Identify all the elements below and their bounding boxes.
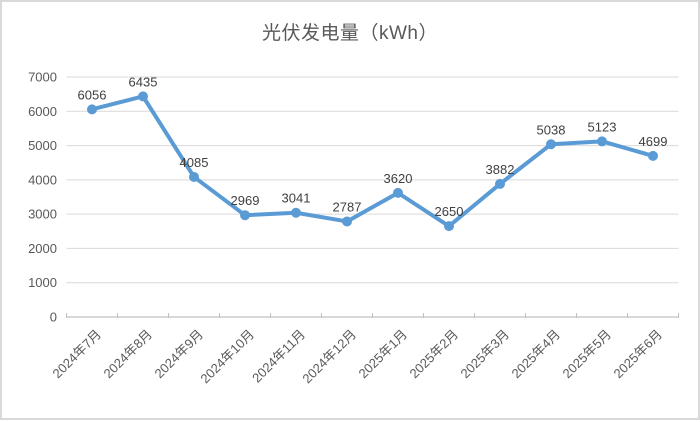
y-axis-tick-label: 7000 xyxy=(28,70,57,85)
y-axis-tick-label: 4000 xyxy=(28,172,57,187)
x-axis-category-label: 2025年2月 xyxy=(407,327,462,382)
data-point-marker xyxy=(291,207,301,218)
data-point-marker xyxy=(240,210,250,221)
y-axis-tick-label: 6000 xyxy=(28,104,57,119)
data-point-label: 2787 xyxy=(333,199,362,214)
data-point-marker xyxy=(648,150,658,161)
data-point-marker xyxy=(87,104,97,115)
data-point-label: 5123 xyxy=(588,119,617,134)
y-axis-tick-label: 1000 xyxy=(28,275,57,290)
data-point-label: 4699 xyxy=(639,134,668,149)
x-axis-category-label: 2025年6月 xyxy=(611,327,666,382)
data-point-marker xyxy=(495,178,505,189)
series-line xyxy=(90,94,655,229)
data-point-marker xyxy=(393,187,403,198)
x-axis-category-label: 2025年3月 xyxy=(458,327,513,382)
x-axis-category-label: 2024年8月 xyxy=(101,327,156,382)
y-axis-tick-label: 2000 xyxy=(28,241,57,256)
data-point-label: 3620 xyxy=(384,171,413,186)
data-point-marker xyxy=(546,139,556,150)
data-point-marker xyxy=(138,91,148,102)
data-point-label: 3041 xyxy=(282,191,311,206)
y-axis-tick-label: 5000 xyxy=(28,138,57,153)
data-point-label: 2650 xyxy=(435,204,464,219)
y-axis-tick-label: 0 xyxy=(50,310,57,325)
x-axis-category-label: 2024年10月 xyxy=(197,327,257,387)
y-axis-tick-label: 3000 xyxy=(28,207,57,222)
data-point-label: 3882 xyxy=(486,162,515,177)
x-axis-category-label: 2025年1月 xyxy=(356,327,411,382)
x-axis-category-label: 2025年4月 xyxy=(509,327,564,382)
data-point-label: 6435 xyxy=(129,74,158,89)
chart-title: 光伏发电量（kWh） xyxy=(261,23,438,44)
data-point-label: 4085 xyxy=(180,155,209,170)
data-point-marker xyxy=(342,216,352,227)
data-point-marker xyxy=(597,136,607,147)
data-point-label: 5038 xyxy=(537,122,566,137)
x-axis-category-label: 2025年5月 xyxy=(560,327,615,382)
data-point-marker xyxy=(444,221,454,232)
data-point-label: 6056 xyxy=(78,87,107,102)
x-axis-category-label: 2024年9月 xyxy=(152,327,207,382)
x-axis-category-label: 2024年7月 xyxy=(50,327,105,382)
data-point-label: 2969 xyxy=(231,193,260,208)
x-axis-category-label: 2024年12月 xyxy=(299,327,359,387)
data-point-marker xyxy=(189,171,199,182)
